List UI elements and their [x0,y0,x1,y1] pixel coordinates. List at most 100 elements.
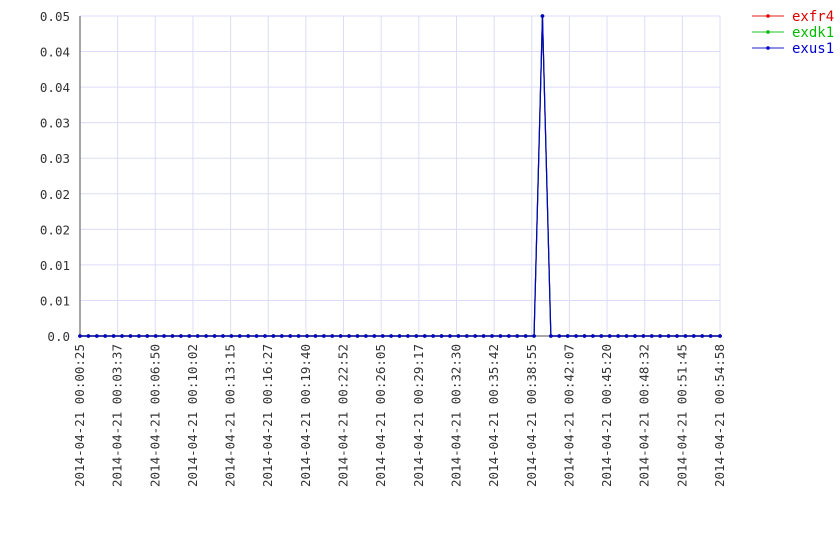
x-tick-label: 2014-04-21 00:10:02 [185,344,200,487]
data-point-exus1 [263,334,267,338]
x-tick-label: 2014-04-21 00:35:42 [486,344,501,487]
data-point-exus1 [574,334,578,338]
x-tick-label: 2014-04-21 00:29:17 [411,344,426,487]
data-point-exus1 [179,334,183,338]
data-point-exus1 [364,334,368,338]
data-point-exus1 [187,334,192,338]
data-point-exus1 [464,334,469,338]
data-point-exus1 [658,334,662,338]
data-point-exus1 [305,334,309,338]
data-point-exus1 [296,334,301,338]
data-point-exus1 [439,334,444,338]
x-tick-label: 2014-04-21 00:38:55 [524,344,539,487]
x-tick-label: 2014-04-21 00:03:37 [110,344,125,487]
y-tick-label: 0.03 [40,116,70,131]
data-point-exus1 [145,334,150,338]
series-line-exdk1 [80,15,720,337]
y-tick-label: 0.02 [40,187,70,202]
y-tick-label: 0.04 [40,45,70,60]
data-point-exus1 [229,334,234,338]
legend-marker-exus1 [766,46,770,50]
x-tick-label: 2014-04-21 00:45:20 [599,344,614,487]
y-tick-label: 0.01 [40,258,70,273]
data-point-exus1 [78,334,82,338]
data-point-exus1 [137,334,141,338]
data-point-exus1 [254,334,259,338]
y-tick-label: 0.04 [40,80,70,95]
data-point-exus1 [675,334,679,338]
data-point-exus1 [406,334,410,338]
data-point-exus1 [532,334,536,338]
data-point-exus1 [498,334,503,338]
x-tick-label: 2014-04-21 00:19:40 [298,344,313,487]
data-point-exus1 [86,334,91,338]
data-point-exus1 [237,334,242,338]
data-point-exus1 [683,334,688,338]
data-point-exus1 [120,334,124,338]
data-point-exus1 [515,334,520,338]
data-point-exus1 [649,334,654,338]
x-tick-label: 2014-04-21 00:16:27 [260,344,275,487]
data-point-exus1 [599,334,604,338]
data-point-exus1 [490,334,494,338]
legend-label-exfr4: exfr4 [792,9,834,25]
data-point-exus1 [338,334,343,338]
x-tick-label: 2014-04-21 00:00:25 [72,344,87,487]
legend-marker-exdk1 [766,30,770,34]
y-tick-label: 0.05 [40,9,70,24]
x-tick-label: 2014-04-21 00:22:52 [336,344,351,487]
data-point-exus1 [549,334,553,338]
data-point-exus1 [330,334,335,338]
data-point-exus1 [380,334,385,338]
legend-label-exus1: exus1 [792,41,834,57]
y-tick-label: 0.01 [40,293,70,308]
data-point-exus1 [355,334,360,338]
data-point-exus1 [523,334,528,338]
data-point-exus1 [95,334,99,338]
data-point-exus1 [153,334,158,338]
data-point-exus1 [212,334,217,338]
y-tick-label: 0.0 [47,329,70,344]
data-point-exus1 [128,334,133,338]
data-point-exus1 [162,334,166,338]
data-point-exus1 [540,14,545,18]
data-point-exus1 [322,334,326,338]
data-point-exus1 [557,334,562,338]
series-line-exfr4 [80,15,720,337]
data-point-exus1 [448,334,452,338]
y-tick-label: 0.03 [40,151,70,166]
data-point-exus1 [103,334,108,338]
data-point-exus1 [195,334,200,338]
data-point-exus1 [271,334,276,338]
data-point-exus1 [607,334,612,338]
data-point-exus1 [431,334,435,338]
data-point-exus1 [666,334,671,338]
y-tick-label: 0.02 [40,222,70,237]
x-tick-label: 2014-04-21 00:13:15 [223,344,238,487]
data-point-exus1 [221,334,225,338]
data-point-exus1 [389,334,393,338]
data-point-exus1 [313,334,318,338]
x-tick-label: 2014-04-21 00:06:50 [147,344,162,487]
data-point-exus1 [591,334,595,338]
x-tick-label: 2014-04-21 00:51:45 [674,344,689,487]
data-point-exus1 [708,334,713,338]
data-point-exus1 [204,334,208,338]
x-tick-label: 2014-04-21 00:54:58 [712,344,727,487]
x-tick-label: 2014-04-21 00:48:32 [637,344,652,487]
data-point-exus1 [641,334,646,338]
data-point-exus1 [700,334,705,338]
data-point-exus1 [507,334,511,338]
x-tick-label: 2014-04-21 00:26:05 [373,344,388,487]
data-point-exus1 [691,334,696,338]
data-point-exus1 [372,334,377,338]
data-point-exus1 [246,334,250,338]
x-tick-label: 2014-04-21 00:42:07 [561,344,576,487]
data-point-exus1 [456,334,461,338]
data-point-exus1 [624,334,629,338]
legend-label-exdk1: exdk1 [792,25,834,41]
data-point-exus1 [414,334,419,338]
data-point-exus1 [279,334,284,338]
legend-marker-exfr4 [766,14,770,18]
